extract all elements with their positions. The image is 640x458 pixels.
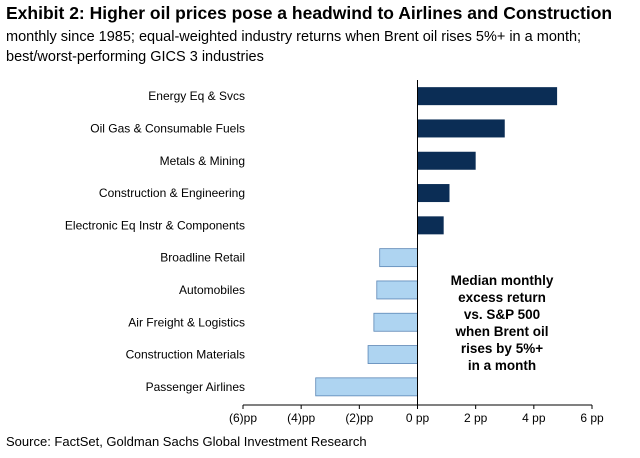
bar-energy-eq-svcs: [417, 87, 558, 106]
x-tick-label: (2)pp: [345, 411, 373, 425]
annotation-line: Median monthly: [451, 273, 554, 288]
bar-air-freight-logistics: [373, 312, 418, 332]
x-tick-label: 6 pp: [580, 411, 604, 425]
axes: [242, 80, 593, 409]
annotation-line: excess return: [458, 290, 546, 305]
bar-passenger-airlines: [315, 377, 418, 397]
category-label: Electronic Eq Instr & Components: [65, 218, 245, 232]
chart-title: Exhibit 2: Higher oil prices pose a head…: [6, 3, 613, 23]
category-label: Construction & Engineering: [99, 186, 245, 200]
bar-automobiles: [376, 280, 418, 300]
category-label: Energy Eq & Svcs: [148, 89, 245, 103]
annotation-line: vs. S&P 500: [464, 307, 540, 322]
bar-chart: Energy Eq & Svcs Oil Gas & Consumable Fue…: [65, 80, 604, 425]
x-tick-label: 0 pp: [406, 411, 430, 425]
chart-subtitle: monthly since 1985; equal-weighted indus…: [6, 29, 582, 65]
annotation-line: rises by 5%+: [461, 341, 543, 356]
x-tick-label: 4 pp: [522, 411, 546, 425]
annotation-line: when Brent oil: [454, 324, 548, 339]
category-label: Broadline Retail: [160, 251, 245, 265]
chart-annotation: Median monthly excess return vs. S&P 500 wh…: [451, 273, 554, 373]
x-tick-label: (4)pp: [287, 411, 315, 425]
category-label: Passenger Airlines: [146, 380, 245, 394]
bar-electronic-eq-instr-components: [417, 216, 444, 235]
category-label: Air Freight & Logistics: [128, 315, 245, 329]
bar-broadline-retail: [379, 248, 418, 268]
category-label: Metals & Mining: [160, 154, 245, 168]
bar-construction-materials: [367, 345, 418, 364]
bars-layer: [315, 87, 558, 397]
bar-metals-mining: [417, 151, 476, 170]
x-tick-label: 2 pp: [464, 411, 488, 425]
category-labels: Energy Eq & Svcs Oil Gas & Consumable Fue…: [65, 89, 245, 394]
bar-construction-engineering: [417, 184, 450, 203]
x-tick-labels: (6)pp (4)pp (2)pp 0 pp 2 pp 4 pp 6 pp: [229, 411, 604, 425]
category-label: Automobiles: [179, 283, 245, 297]
x-tick-label: (6)pp: [229, 411, 257, 425]
bar-oil-gas-consumable-fuels: [417, 119, 505, 138]
category-label: Construction Materials: [126, 348, 245, 362]
category-label: Oil Gas & Consumable Fuels: [90, 121, 245, 135]
source-note: Source: FactSet, Goldman Sachs Global In…: [6, 434, 367, 449]
annotation-line: in a month: [468, 358, 536, 373]
